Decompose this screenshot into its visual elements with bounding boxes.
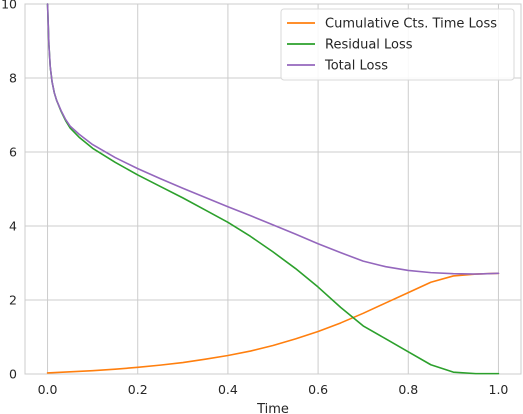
x-tick-label: 1.0 <box>489 382 509 397</box>
x-tick-label: 0.4 <box>218 382 238 397</box>
x-tick-label: 0.6 <box>308 382 328 397</box>
plot-border <box>24 3 522 375</box>
series-line <box>46 272 500 374</box>
legend-label: Residual Loss <box>325 38 413 53</box>
plot-frame <box>24 3 522 375</box>
y-tick-label: 8 <box>9 71 17 86</box>
x-tick-label: 0.0 <box>38 382 58 397</box>
legend-label: Cumulative Cts. Time Loss <box>325 17 497 32</box>
y-tick-label: 0 <box>9 367 17 382</box>
y-tick-label: 6 <box>9 145 17 160</box>
x-axis-label: Time <box>256 402 289 414</box>
tick-labels: 0.0 0.2 0.4 0.6 0.8 1.0 0 2 4 6 8 10 <box>1 0 508 397</box>
x-tick-label: 0.2 <box>128 382 148 397</box>
y-tick-label: 2 <box>9 293 17 308</box>
x-tick-label: 0.8 <box>398 382 418 397</box>
legend-label: Total Loss <box>324 59 388 74</box>
y-tick-label: 4 <box>9 219 17 234</box>
y-tick-label: 10 <box>1 0 17 12</box>
series-line <box>46 3 500 275</box>
legend-box <box>280 8 515 81</box>
legend: Cumulative Cts. Time Loss Residual Loss To… <box>280 8 515 81</box>
series-lines <box>46 3 500 375</box>
